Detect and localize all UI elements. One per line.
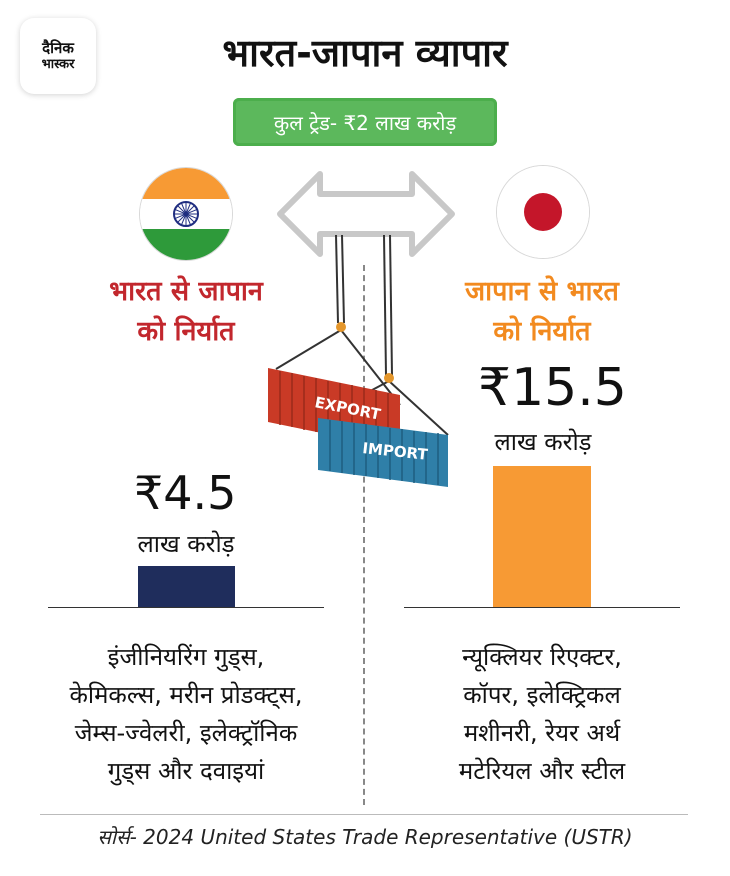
list-item: कॉपर, इलेक्ट्रिकल <box>463 681 621 709</box>
list-item: मशीनरी, रेयर अर्थ <box>463 719 621 747</box>
list-item: मटेरियल और स्टील <box>458 757 626 785</box>
page-title: भारत-जापान व्यापार <box>222 31 508 75</box>
source-divider <box>40 814 688 815</box>
india-heading-line1: भारत से जापान <box>109 276 263 307</box>
logo-line2: भास्कर <box>41 57 75 72</box>
total-trade-badge: कुल ट्रेड- ₹2 लाख करोड़ <box>233 98 497 146</box>
japan-export-unit: लाख करोड़ <box>494 428 592 456</box>
japan-to-india-heading: जापान से भारत को निर्यात <box>392 272 692 352</box>
india-export-items: इंजीनियरिंग गुड्स, केमिकल्स, मरीन प्रोडक… <box>36 638 336 790</box>
list-item: न्यूक्लियर रिएक्टर, <box>462 643 622 671</box>
source-note: सोर्स- 2024 United States Trade Represen… <box>97 825 633 849</box>
japan-export-items: न्यूक्लियर रिएक्टर, कॉपर, इलेक्ट्रिकल मश… <box>392 638 692 790</box>
dainik-bhaskar-logo: दैनिक भास्कर <box>20 18 96 94</box>
list-item: गुड्स और दवाइयां <box>107 757 265 785</box>
india-heading-line2: को निर्यात <box>137 316 235 347</box>
japan-export-value: ₹15.5 <box>478 358 627 418</box>
japan-heading-line1: जापान से भारत <box>465 276 619 307</box>
japan-heading-line2: को निर्यात <box>493 316 591 347</box>
left-baseline <box>48 607 324 608</box>
india-export-value: ₹4.5 <box>134 466 237 520</box>
logo-line1: दैनिक <box>42 39 74 57</box>
india-to-japan-heading: भारत से जापान को निर्यात <box>36 272 336 352</box>
india-export-unit: लाख करोड़ <box>137 530 235 558</box>
list-item: जेम्स-ज्वेलरी, इलेक्ट्रॉनिक <box>74 719 298 747</box>
shipping-containers-illustration: EXPORT IMPORT <box>268 235 449 487</box>
right-baseline <box>404 607 680 608</box>
bar-japan-export <box>493 466 591 607</box>
india-flag-icon <box>140 168 232 260</box>
double-arrow-icon <box>277 171 455 257</box>
japan-flag-icon <box>497 166 589 258</box>
list-item: केमिकल्स, मरीन प्रोडक्ट्स, <box>69 681 303 709</box>
bar-india-export <box>138 566 235 607</box>
list-item: इंजीनियरिंग गुड्स, <box>107 643 265 671</box>
center-divider <box>363 265 365 805</box>
import-container: IMPORT <box>318 418 448 487</box>
